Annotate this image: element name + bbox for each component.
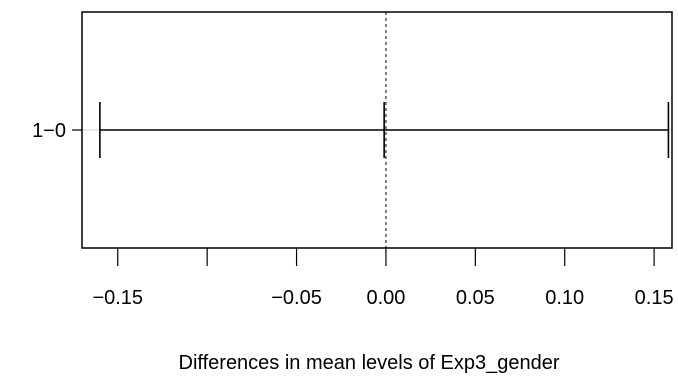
x-tick-label: 0.05 bbox=[456, 287, 495, 309]
x-tick-label: 0.15 bbox=[635, 287, 674, 309]
x-tick-label: 0.10 bbox=[545, 287, 584, 309]
x-tick-label: −0.05 bbox=[271, 287, 322, 309]
x-axis: −0.15 −0.05 0.00 0.05 0.10 0.15 bbox=[92, 248, 674, 309]
comparison-label: 1−0 bbox=[32, 120, 66, 142]
x-tick-label: −0.15 bbox=[92, 287, 143, 309]
intervals-layer bbox=[99, 102, 670, 158]
x-axis-title: Differences in mean levels of Exp3_gende… bbox=[179, 352, 560, 374]
x-tick-label: 0.00 bbox=[366, 287, 405, 309]
